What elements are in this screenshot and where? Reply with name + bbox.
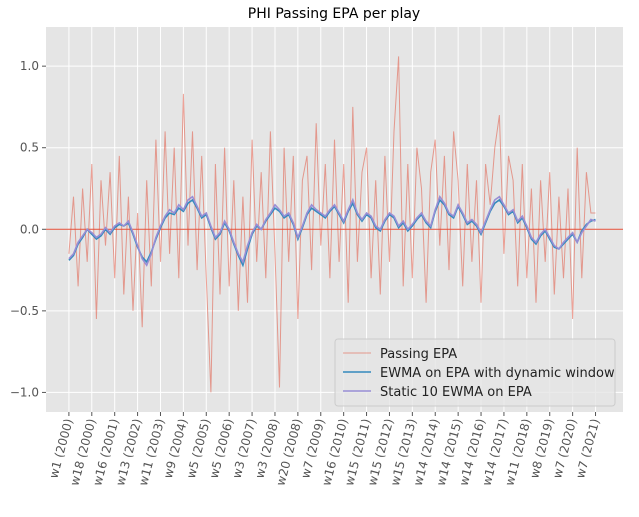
y-tick-label: 0.5 bbox=[20, 141, 39, 155]
y-tick-label: −1.0 bbox=[10, 385, 39, 399]
legend-label: Passing EPA bbox=[380, 347, 457, 362]
legend-label: Static 10 EWMA on EPA bbox=[380, 385, 532, 400]
chart-title: PHI Passing EPA per play bbox=[248, 6, 420, 22]
y-tick-label: 1.0 bbox=[20, 59, 39, 73]
data-line bbox=[68, 194, 596, 267]
y-tick-label: 0.0 bbox=[20, 222, 39, 236]
legend-label: EWMA on EPA with dynamic window bbox=[380, 366, 615, 381]
y-tick-label: −0.5 bbox=[10, 304, 39, 318]
legend-box bbox=[334, 338, 616, 407]
